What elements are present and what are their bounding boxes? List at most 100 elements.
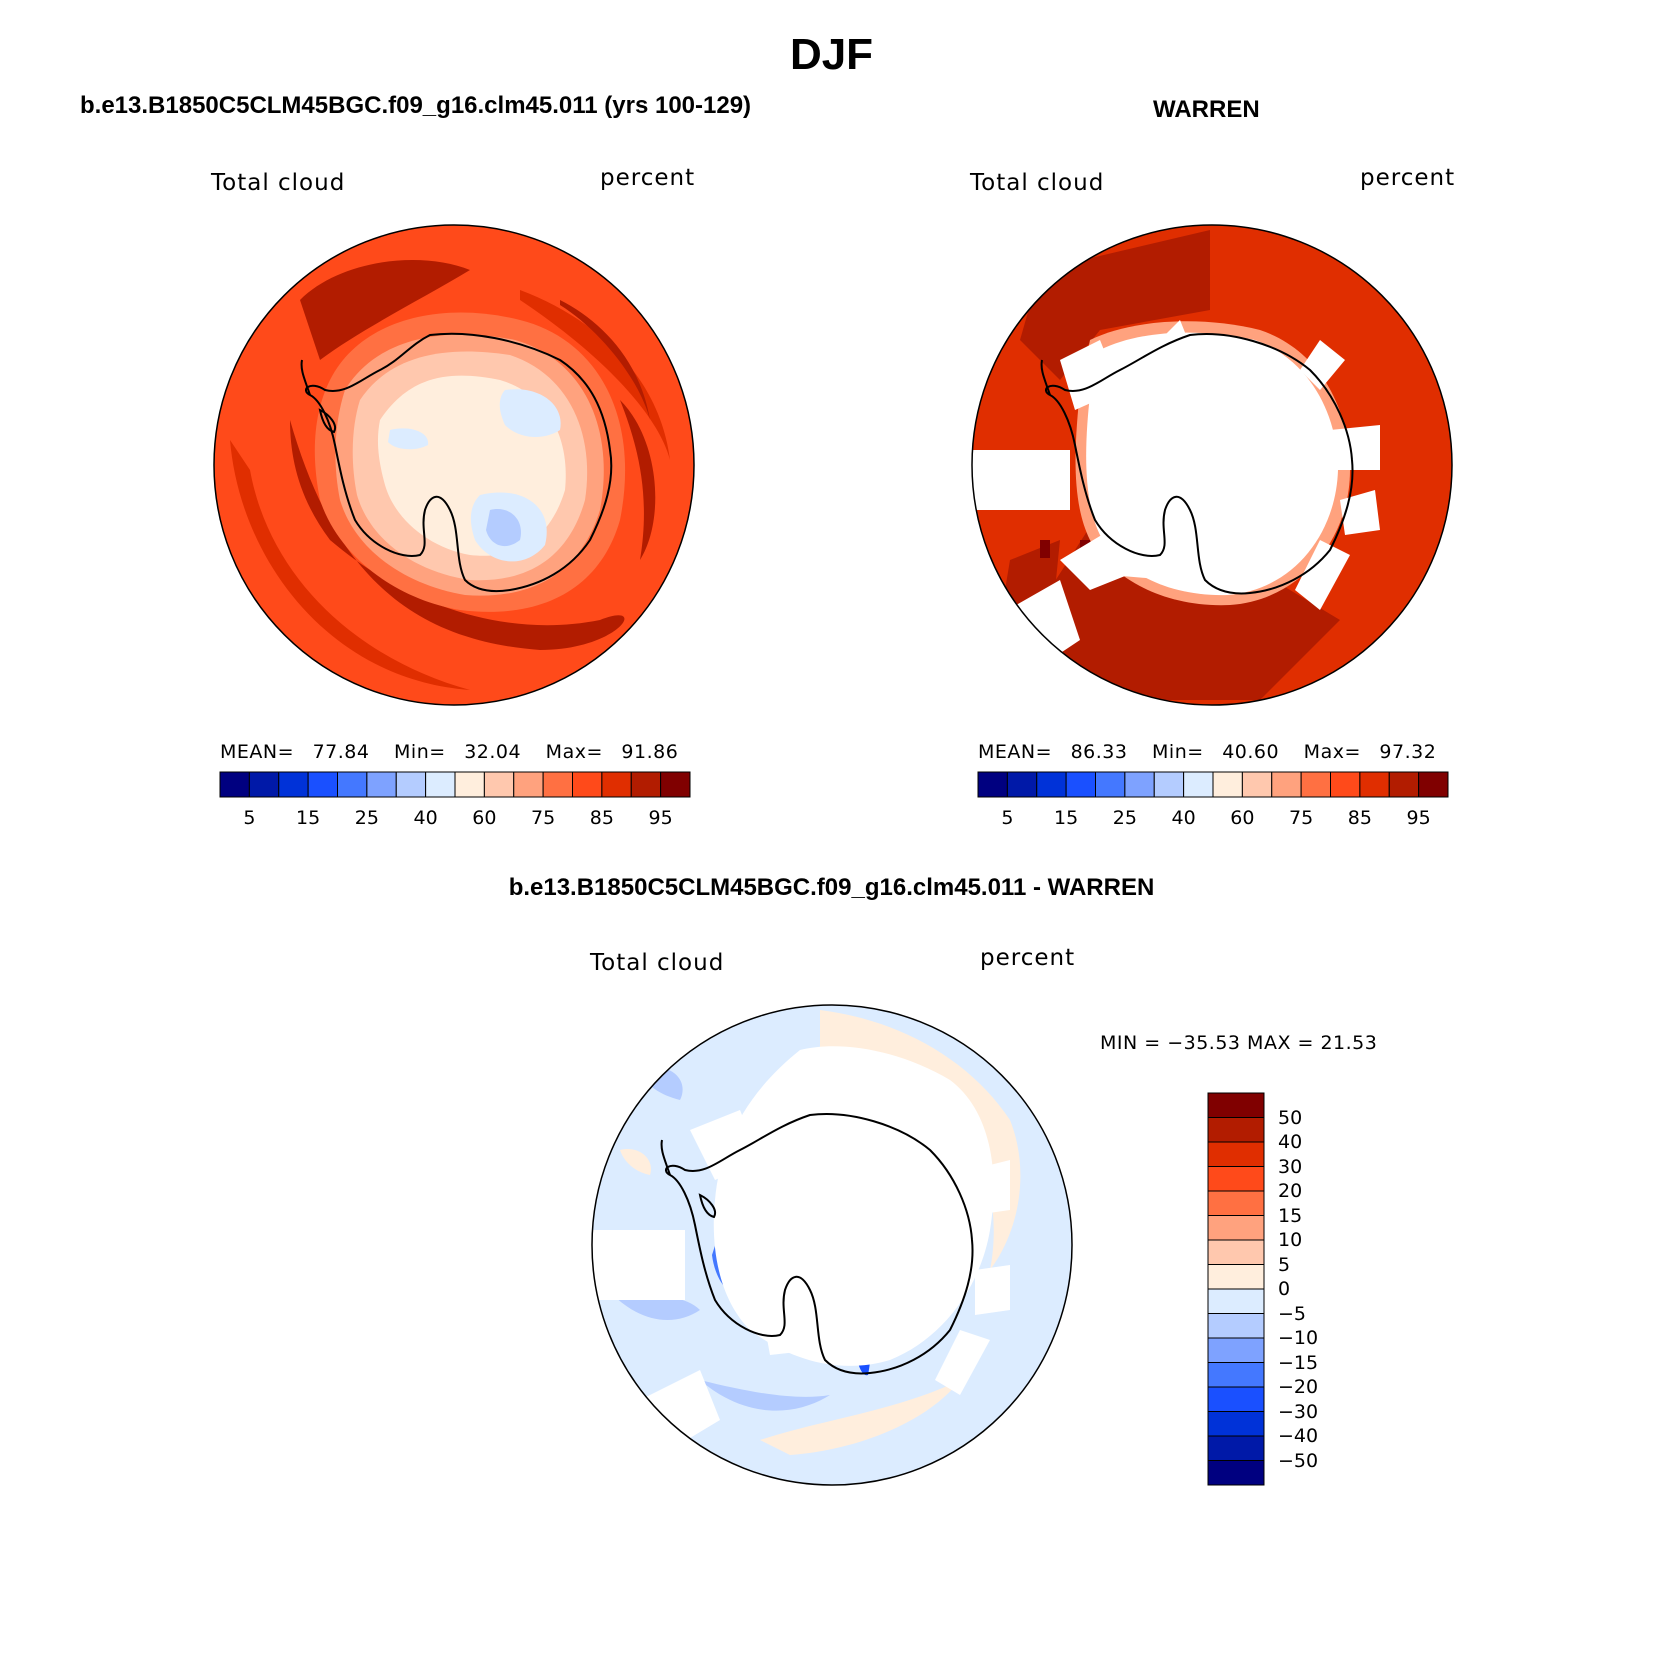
obs-colorbar-box [1271, 771, 1302, 798]
diff-colorbar-tick-label: −30 [1278, 1400, 1319, 1423]
model-colorbar-box [425, 771, 456, 798]
model-min-label: Min= [394, 741, 446, 763]
diff-colorbar-box [1207, 1411, 1265, 1437]
obs-colorbar-box [1330, 771, 1361, 798]
model-colorbar-tick-label: 60 [472, 807, 497, 829]
obs-colorbar-box [977, 771, 1008, 798]
diff-colorbar-box [1207, 1117, 1265, 1143]
obs-stats: MEAN= 86.33 Min= 40.60 Max= 97.32 [978, 741, 1436, 763]
model-case-title: b.e13.B1850C5CLM45BGC.f09_g16.clm45.011 … [80, 92, 752, 119]
diff-colorbar-box [1207, 1092, 1265, 1118]
model-max-label: Max= [545, 741, 603, 763]
obs-colorbar-box [1388, 771, 1420, 798]
diff-colorbar-tick-label: 30 [1278, 1155, 1303, 1178]
model-units-label: percent [600, 165, 696, 191]
obs-colorbar-tick-label: 15 [1054, 807, 1079, 829]
obs-colorbar-box [1359, 771, 1390, 798]
diff-colorbar-box [1207, 1460, 1265, 1486]
obs-case-title: WARREN [1153, 96, 1260, 123]
obs-colorbar-tick-label: 75 [1289, 807, 1314, 829]
diff-colorbar-box [1207, 1166, 1265, 1192]
model-colorbar-box [542, 771, 573, 798]
model-colorbar-tick-label: 40 [413, 807, 438, 829]
obs-max-value: 97.32 [1379, 741, 1437, 763]
obs-min-value: 40.60 [1222, 741, 1280, 763]
obs-colorbar-box [1212, 771, 1243, 798]
diff-units-label: percent [980, 945, 1076, 971]
model-colorbar-box [513, 771, 544, 798]
diff-colorbar-box [1207, 1215, 1265, 1241]
model-colorbar-tick-label: 5 [243, 807, 256, 829]
diff-variable-label: Total cloud [590, 950, 725, 976]
diff-colorbar-box [1207, 1313, 1265, 1339]
obs-colorbar-box [1006, 771, 1038, 798]
model-colorbar-tick-label: 15 [296, 807, 321, 829]
diff-colorbar-tick-label: −20 [1278, 1376, 1319, 1398]
obs-colorbar-box [1153, 771, 1185, 798]
obs-min-label: Min= [1152, 741, 1204, 763]
diff-colorbar-box [1207, 1435, 1265, 1461]
model-colorbar-tick-label: 25 [354, 807, 379, 829]
diff-colorbar-box [1207, 1190, 1265, 1216]
obs-colorbar-box [1418, 771, 1449, 798]
model-colorbar-box [660, 771, 691, 798]
obs-colorbar-tick-label: 60 [1230, 807, 1255, 829]
model-colorbar-tick-label: 75 [531, 807, 556, 829]
obs-mean-label: MEAN= [978, 741, 1053, 763]
diff-colorbar [1207, 1092, 1265, 1486]
model-colorbar-box [248, 771, 280, 798]
model-mean-label: MEAN= [220, 741, 295, 763]
model-colorbar-box [572, 771, 603, 798]
diff-colorbar-tick-label: −15 [1278, 1351, 1319, 1374]
model-colorbar-box [278, 771, 309, 798]
model-colorbar-box [395, 771, 427, 798]
diff-colorbar-box [1207, 1362, 1265, 1388]
obs-colorbar-tick-label: 85 [1347, 807, 1372, 829]
obs-colorbar-box [1036, 771, 1067, 798]
diff-colorbar-box [1207, 1386, 1265, 1412]
obs-units-label: percent [1360, 165, 1456, 191]
model-colorbar-box [454, 771, 485, 798]
diff-case-title: b.e13.B1850C5CLM45BGC.f09_g16.clm45.011 … [508, 874, 1155, 901]
diff-colorbar-tick-label: −5 [1278, 1302, 1307, 1325]
diff-minmax: MIN = −35.53 MAX = 21.53 [1100, 1032, 1378, 1054]
diff-colorbar-tick-label: 40 [1278, 1131, 1303, 1153]
diff-colorbar-box [1207, 1337, 1265, 1363]
model-max-value: 91.86 [621, 741, 679, 763]
obs-colorbar-box [1183, 771, 1214, 798]
diff-colorbar-tick-label: 50 [1278, 1106, 1303, 1129]
obs-colorbar-box [1124, 771, 1155, 798]
obs-max-label: Max= [1303, 741, 1361, 763]
model-min-value: 32.04 [464, 741, 522, 763]
model-colorbar-box [307, 771, 338, 798]
model-mean-value: 77.84 [312, 741, 370, 763]
obs-variable-label: Total cloud [970, 170, 1105, 196]
diff-colorbar-box [1207, 1264, 1265, 1290]
obs-colorbar-tick-label: 95 [1406, 807, 1431, 829]
obs-colorbar-tick-label: 5 [1001, 807, 1014, 829]
obs-colorbar-box [1095, 771, 1126, 798]
model-colorbar-tick-label: 85 [589, 807, 614, 829]
diff-colorbar-tick-label: −40 [1278, 1425, 1319, 1447]
diff-colorbar-box [1207, 1239, 1265, 1265]
diff-colorbar-tick-label: 10 [1278, 1229, 1303, 1251]
obs-colorbar-tick-label: 40 [1171, 807, 1196, 829]
diff-colorbar-tick-label: 20 [1278, 1180, 1303, 1202]
model-stats: MEAN= 77.84 Min= 32.04 Max= 91.86 [220, 741, 678, 763]
diff-colorbar-tick-label: 5 [1278, 1253, 1291, 1276]
model-colorbar [219, 771, 691, 798]
diff-colorbar-box [1207, 1141, 1265, 1167]
diff-colorbar-tick-label: −10 [1278, 1327, 1319, 1349]
model-variable-label: Total cloud [211, 170, 346, 196]
obs-colorbar-tick-label: 25 [1112, 807, 1137, 829]
obs-colorbar [977, 771, 1449, 798]
model-colorbar-box [601, 771, 632, 798]
diff-colorbar-tick-label: 0 [1278, 1278, 1291, 1300]
diff-colorbar-tick-label: 15 [1278, 1204, 1303, 1227]
model-colorbar-box [366, 771, 397, 798]
obs-colorbar-box [1241, 771, 1273, 798]
model-colorbar-box [337, 771, 368, 798]
